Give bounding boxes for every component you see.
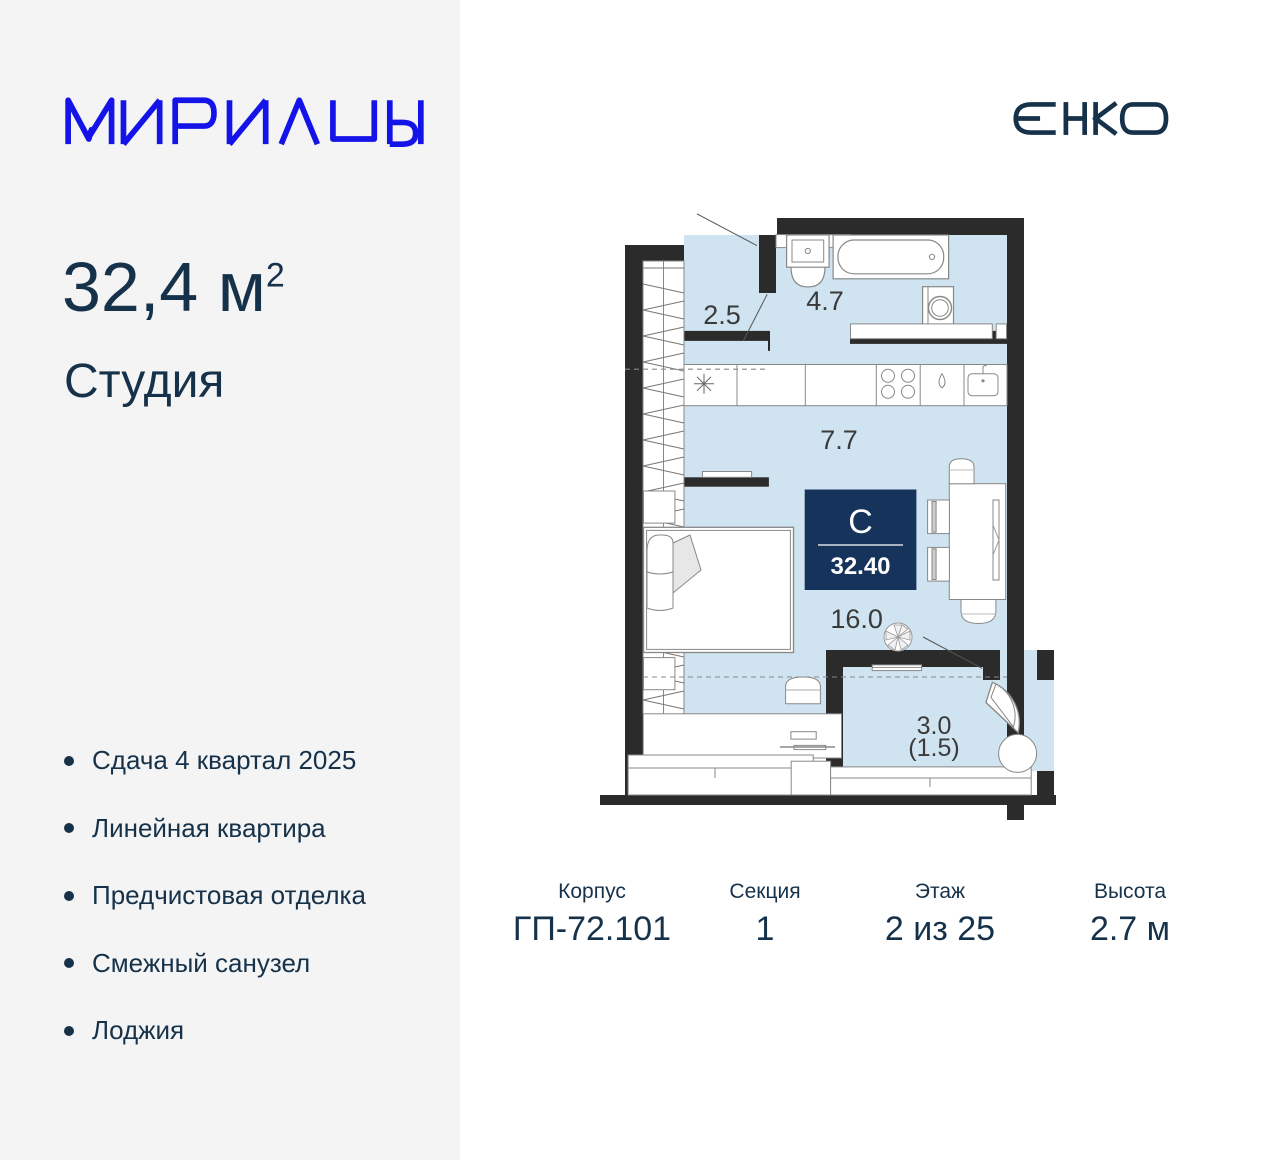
svg-text:4.7: 4.7 <box>806 286 844 316</box>
svg-text:C: C <box>848 503 873 541</box>
svg-text:7.7: 7.7 <box>820 425 858 455</box>
svg-text:16.0: 16.0 <box>830 604 883 634</box>
svg-text:2.5: 2.5 <box>703 300 741 330</box>
svg-text:(1.5): (1.5) <box>908 734 959 762</box>
svg-text:32.40: 32.40 <box>830 553 890 580</box>
